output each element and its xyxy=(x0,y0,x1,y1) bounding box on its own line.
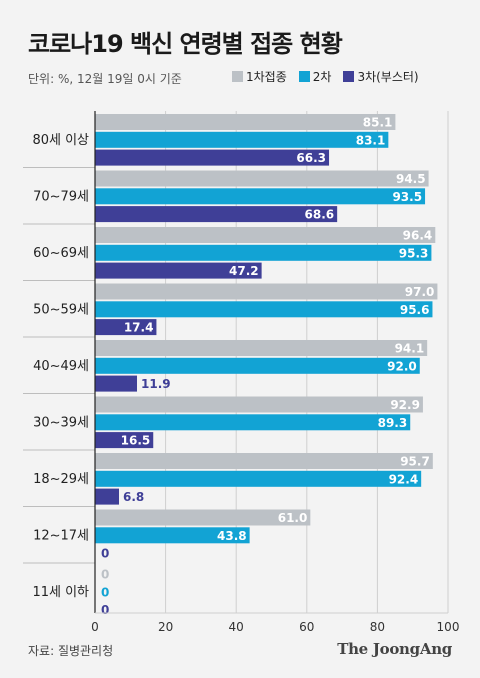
bar-value-label: 0 xyxy=(101,568,109,582)
legend-swatch-second-dose xyxy=(298,71,310,82)
bar xyxy=(95,414,411,431)
bar xyxy=(95,227,436,243)
bar xyxy=(95,301,433,318)
legend-swatch-booster xyxy=(343,71,355,82)
bar xyxy=(95,375,138,392)
bar xyxy=(95,453,433,469)
bar xyxy=(95,262,262,279)
source-note: 자료: 질병관리청 xyxy=(28,644,114,658)
legend-label-second-dose: 2차 xyxy=(312,70,332,84)
bar xyxy=(95,114,396,130)
category-label: 70~79세 xyxy=(33,189,89,204)
bar-value-label: 43.8 xyxy=(217,529,247,543)
category-label: 12~17세 xyxy=(33,528,89,543)
bar-value-label: 94.5 xyxy=(396,172,426,186)
legend-item-booster: 3차(부스터) xyxy=(343,68,419,85)
legend-item-second-dose: 2차 xyxy=(298,68,332,85)
unit-note: 단위: %, 12월 19일 0시 기준 xyxy=(28,72,182,86)
bar xyxy=(95,432,154,449)
bar xyxy=(95,396,423,413)
category-label: 11세 이하 xyxy=(32,585,89,600)
legend: 1차접종 2차 3차(부스터) xyxy=(232,68,419,85)
bar-value-label: 94.1 xyxy=(395,342,425,356)
category-label: 80세 이상 xyxy=(32,133,89,148)
category-label: 50~59세 xyxy=(33,302,89,317)
legend-item-first-dose: 1차접종 xyxy=(232,68,287,85)
bar xyxy=(95,470,422,487)
bar xyxy=(95,283,438,300)
x-tick-label: 40 xyxy=(229,620,244,634)
bar xyxy=(95,527,250,544)
bar-value-label: 17.4 xyxy=(124,321,154,335)
bar-value-label: 89.3 xyxy=(378,416,408,430)
bar-value-label: 95.6 xyxy=(400,303,430,317)
bar xyxy=(95,170,429,187)
bar-value-label: 92.0 xyxy=(387,359,417,373)
bar-value-label: 96.4 xyxy=(403,229,433,243)
bar xyxy=(95,188,426,205)
bar-value-label: 0 xyxy=(101,547,109,561)
legend-swatch-first-dose xyxy=(232,71,243,82)
bar-value-label: 92.9 xyxy=(390,398,420,412)
bar-value-label: 66.3 xyxy=(296,151,326,165)
bar-value-label: 92.4 xyxy=(389,472,419,486)
bar xyxy=(95,149,330,166)
x-tick-label: 0 xyxy=(91,620,99,634)
bar-value-label: 83.1 xyxy=(356,133,386,147)
bar-value-label: 11.9 xyxy=(141,377,171,391)
bar-value-label: 0 xyxy=(101,585,109,599)
bar xyxy=(95,357,420,374)
category-label: 18~29세 xyxy=(33,472,89,487)
bar xyxy=(95,509,311,526)
bar-value-label: 68.6 xyxy=(305,208,335,222)
category-label: 60~69세 xyxy=(33,246,89,261)
category-label: 40~49세 xyxy=(33,359,89,374)
bar xyxy=(95,488,120,505)
bar xyxy=(95,206,338,223)
bar xyxy=(95,244,432,261)
x-tick-label: 100 xyxy=(437,620,460,634)
x-tick-label: 20 xyxy=(158,620,173,634)
bar-value-label: 47.2 xyxy=(229,264,259,278)
x-tick-label: 80 xyxy=(370,620,385,634)
bar-value-label: 61.0 xyxy=(278,511,308,525)
bar xyxy=(95,319,157,336)
bar-value-label: 97.0 xyxy=(405,285,435,299)
bar xyxy=(95,340,428,356)
bar-value-label: 95.7 xyxy=(400,455,430,469)
category-label: 30~39세 xyxy=(33,415,89,430)
bar-value-label: 16.5 xyxy=(121,434,151,448)
bar-value-label: 6.8 xyxy=(123,490,144,504)
bar-value-label: 93.5 xyxy=(392,190,422,204)
page-title: 코로나19 백신 연령별 접종 현황 xyxy=(28,30,343,58)
bar-value-label: 85.1 xyxy=(363,116,393,130)
bar xyxy=(95,131,389,148)
legend-label-first-dose: 1차접종 xyxy=(246,70,287,84)
bar-value-label: 95.3 xyxy=(399,246,429,260)
bar-value-label: 0 xyxy=(101,603,109,617)
legend-label-booster: 3차(부스터) xyxy=(357,70,419,84)
publisher-logo: The JoongAng xyxy=(337,640,452,658)
x-tick-label: 60 xyxy=(299,620,314,634)
